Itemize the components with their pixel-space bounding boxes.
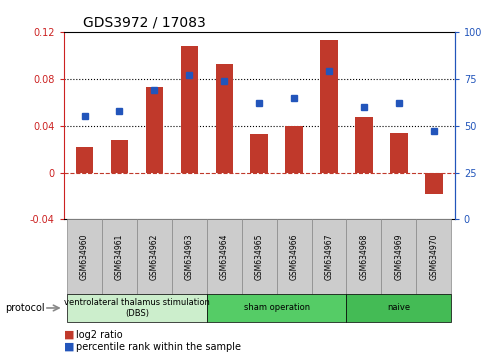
Bar — [311, 219, 346, 294]
Bar — [276, 219, 311, 294]
Bar — [346, 219, 381, 294]
Text: GSM634963: GSM634963 — [184, 233, 193, 280]
Bar — [171, 219, 206, 294]
Text: GSM634962: GSM634962 — [150, 233, 159, 280]
Bar — [110, 140, 128, 172]
Bar — [415, 219, 450, 294]
Bar — [346, 294, 450, 322]
Text: GSM634970: GSM634970 — [428, 233, 437, 280]
Text: GDS3972 / 17083: GDS3972 / 17083 — [83, 15, 205, 29]
Text: GSM634961: GSM634961 — [115, 233, 123, 280]
Bar — [102, 219, 137, 294]
Text: ■: ■ — [63, 342, 74, 352]
Text: GSM634968: GSM634968 — [359, 233, 367, 280]
Bar — [424, 172, 442, 194]
Bar — [250, 134, 267, 172]
Text: GSM634964: GSM634964 — [219, 233, 228, 280]
Text: GSM634966: GSM634966 — [289, 233, 298, 280]
Text: GSM634967: GSM634967 — [324, 233, 333, 280]
Bar — [285, 126, 302, 172]
Bar — [215, 63, 232, 172]
Bar — [320, 40, 337, 172]
Text: protocol: protocol — [5, 303, 44, 313]
Text: ■: ■ — [63, 330, 74, 339]
Bar — [145, 87, 163, 172]
Text: ventrolateral thalamus stimulation
(DBS): ventrolateral thalamus stimulation (DBS) — [64, 298, 209, 318]
Text: naive: naive — [386, 303, 409, 313]
Text: log2 ratio: log2 ratio — [76, 330, 122, 339]
Bar — [381, 219, 415, 294]
Bar — [206, 294, 346, 322]
Bar — [67, 294, 206, 322]
Bar — [389, 133, 407, 172]
Bar — [354, 118, 372, 172]
Bar — [180, 46, 198, 172]
Text: sham operation: sham operation — [243, 303, 309, 313]
Bar — [241, 219, 276, 294]
Bar — [137, 219, 171, 294]
Text: GSM634965: GSM634965 — [254, 233, 263, 280]
Bar — [206, 219, 241, 294]
Bar — [67, 219, 102, 294]
Text: percentile rank within the sample: percentile rank within the sample — [76, 342, 240, 352]
Text: GSM634969: GSM634969 — [394, 233, 403, 280]
Bar — [76, 147, 93, 172]
Text: GSM634960: GSM634960 — [80, 233, 89, 280]
